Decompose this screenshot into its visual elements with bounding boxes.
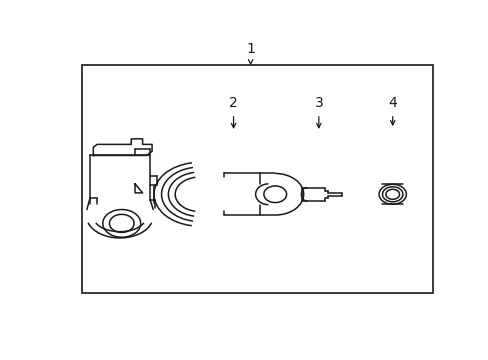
Text: 1: 1 xyxy=(245,42,255,56)
Text: 2: 2 xyxy=(229,96,238,110)
Text: 4: 4 xyxy=(387,96,396,110)
Text: 3: 3 xyxy=(314,96,323,110)
Bar xyxy=(82,66,432,293)
